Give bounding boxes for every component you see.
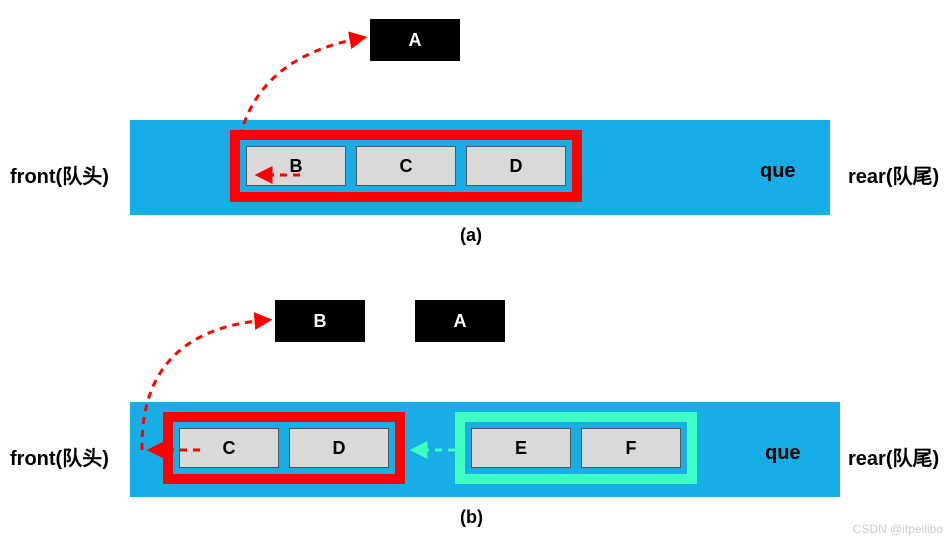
que-label-b: que <box>765 442 801 465</box>
queue-cell: C <box>356 146 456 186</box>
popped-box-b2: A <box>415 300 505 342</box>
cell-letter: F <box>626 438 637 459</box>
queue-cell: F <box>581 428 681 468</box>
cell-letter: D <box>510 156 523 177</box>
caption-b: (b) <box>460 507 483 528</box>
front-label-b: front(队头) <box>10 442 109 471</box>
cell-letter: E <box>515 438 527 459</box>
queue-cell: D <box>466 146 566 186</box>
popped-box-a: A <box>370 19 460 61</box>
cell-letter: D <box>333 438 346 459</box>
popped-box-letter: A <box>454 311 467 332</box>
que-label-a: que <box>760 160 796 183</box>
queue-cell: E <box>471 428 571 468</box>
front-label-a: front(队头) <box>10 160 109 189</box>
cell-letter: C <box>223 438 236 459</box>
rear-label-b: rear(队尾) <box>848 442 939 471</box>
popped-box-letter: B <box>314 311 327 332</box>
watermark: CSDN @itpeilibo <box>853 522 943 536</box>
popped-box-letter: A <box>409 30 422 51</box>
red-queue-group-a: B C D <box>230 130 582 202</box>
cell-letter: C <box>400 156 413 177</box>
queue-cell: D <box>289 428 389 468</box>
rear-label-a: rear(队尾) <box>848 160 939 189</box>
queue-cell: B <box>246 146 346 186</box>
queue-cell: C <box>179 428 279 468</box>
red-queue-group-b: C D <box>163 412 405 484</box>
cell-letter: B <box>290 156 303 177</box>
popped-box-b1: B <box>275 300 365 342</box>
teal-queue-group-b: E F <box>455 412 697 484</box>
caption-a: (a) <box>460 225 482 246</box>
